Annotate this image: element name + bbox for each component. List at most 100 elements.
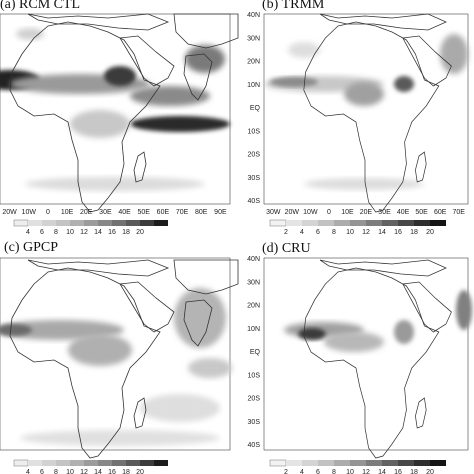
panel-a-x-tick-label: 10W [22,209,37,216]
panel-d-y-tick-label: EQ [250,349,261,356]
panel-c-colorbar-label: 14 [94,469,102,474]
panel-a-x-tick-label: 60E [157,209,170,216]
panel-d-colorbar-label: 8 [332,469,336,474]
panel-d-y-tick-label: 40N [247,256,260,263]
panel-b-colorbar-label: 14 [378,229,386,236]
panel-b-y-tick-label: 40N [247,12,260,19]
panel-d-y-tick-label: 20S [248,396,261,403]
panel-d-y-tick-label: 10S [248,372,261,379]
panel-c-title: (c) GPCP [4,240,59,255]
panel-b-x-tick-label: 10E [341,209,354,216]
panel-a-colorbar-label: 20 [136,229,144,236]
panel-a-x-tick-label: 80E [195,209,208,216]
panel-a-colorbar-label: 14 [94,229,102,236]
panel-b-y-tick-label: 30S [248,175,261,182]
panel-d-colorbar-label: 6 [316,469,320,474]
panel-c-precip-shading [0,288,232,446]
panel-d-colorbar-label: 12 [362,469,370,474]
panel-a-colorbar-label: 18 [122,229,130,236]
panel-d-y-tick-label: 30N [247,279,260,286]
panel-d-title: (d) CRU [262,241,311,256]
panel-a-x-tick-label: 70E [176,209,189,216]
panel-b-colorbar-label: 18 [410,229,418,236]
panel-b-x-axis: 30W 20W 10W 0 10E 20E 30E 40E 50E 60E 70E [266,209,465,216]
panel-d-precip-shading [284,290,472,352]
panel-b-y-tick-label: 20S [248,152,261,159]
panel-a-x-tick-label: 10E [61,209,74,216]
panel-b-x-tick-label: 40E [397,209,410,216]
panel-b-colorbar-label: 20 [426,229,434,236]
panel-b-colorbar-label: 4 [300,229,304,236]
panel-d-colorbar-label: 16 [394,469,402,474]
panel-b-x-tick-label: 60E [434,209,447,216]
panel-a: 20W 10W 0 10E 20E 30E 40E 50E 60E 70E 80E 90E [0,13,239,216]
panel-b-precip-shading [264,34,468,190]
panel-a-precip-shading [0,28,230,191]
panel-a-colorbar-label: 16 [108,229,116,236]
panel-d-colorbar-label: 10 [346,469,354,474]
panel-c [0,257,239,459]
panel-d-colorbar-label: 14 [378,469,386,474]
panel-b-y-tick-label: 30N [247,35,260,42]
panel-a-x-tick-label: 90E [214,209,227,216]
panel-d-colorbar-label: 18 [410,469,418,474]
panel-b-title: (b) TRMM [262,0,325,12]
panel-a-colorbar-label: 4 [26,229,30,236]
panel-c-colorbar-label: 10 [66,469,74,474]
panel-d-y-tick-label: 20N [247,303,260,310]
panel-d-colorbar-label: 20 [426,469,434,474]
panel-c-colorbar-label: 12 [80,469,88,474]
panel-d-y-axis: 40N 30N 20N 10N EQ 10S 20S 30S 40S [247,256,260,449]
panel-b-colorbar-label: 2 [284,229,288,236]
panel-b-x-tick-label: 50E [415,209,428,216]
panel-b-colorbar-label: 6 [316,229,320,236]
panel-b-y-tick-label: 10S [248,128,261,135]
panel-d-y-tick-label: 10N [247,326,260,333]
panel-b: 40N 30N 20N 10N EQ 10S 20S 30S 40S 30W 20W 10W 0 10E… [247,12,469,216]
panel-b-x-tick-label: 30W [266,209,281,216]
panel-b-y-tick-label: 20N [247,59,260,66]
panel-c-colorbar-label: 16 [108,469,116,474]
panel-b-colorbar-label: 8 [332,229,336,236]
panel-a-x-tick-label: 30E [99,209,112,216]
panel-b-x-tick-label: 10W [303,209,318,216]
panel-d-colorbar-label: 2 [284,469,288,474]
panel-d-y-tick-label: 30S [248,419,261,426]
panel-b-x-tick-label: 0 [327,209,331,216]
panel-b-y-tick-label: 10N [247,82,260,89]
panel-b-colorbar-label: 12 [362,229,370,236]
panel-b-colorbar: 2 4 6 8 10 12 14 16 18 20 [269,219,446,236]
panel-b-x-tick-label: 70E [452,209,465,216]
panel-b-x-tick-label: 30E [378,209,391,216]
panel-a-x-tick-label: 20W [2,209,17,216]
panel-c-colorbar-label: 6 [40,469,44,474]
panel-a-colorbar-label: 10 [66,229,74,236]
panel-a-colorbar-label: 6 [40,229,44,236]
panel-d-colorbar-label: 4 [300,469,304,474]
panel-a-x-tick-label: 0 [46,209,50,216]
panel-b-colorbar-label: 10 [346,229,354,236]
panel-a-title: (a) RCM CTL [0,0,81,12]
panel-d: 40N 30N 20N 10N EQ 10S 20S 30S 40S [247,256,472,459]
panel-b-y-axis: 40N 30N 20N 10N EQ 10S 20S 30S 40S [247,12,260,205]
panel-c-colorbar-label: 4 [26,469,30,474]
panel-b-colorbar-label: 16 [394,229,402,236]
panel-b-x-tick-label: 20E [360,209,373,216]
panel-a-colorbar: 4 6 8 10 12 14 16 18 20 [13,219,168,236]
panel-c-colorbar-label: 20 [136,469,144,474]
panel-a-colorbar-label: 12 [80,229,88,236]
panel-b-y-tick-label: 40S [248,198,261,205]
panel-a-x-tick-label: 40E [118,209,131,216]
panel-c-colorbar: 4 6 8 10 12 14 16 18 20 [13,459,168,474]
panel-b-y-tick-label: EQ [250,105,261,112]
panel-d-colorbar: 2 4 6 8 10 12 14 16 18 20 [269,459,446,474]
panel-a-x-tick-label: 50E [138,209,151,216]
panel-a-x-tick-label: 20E [80,209,93,216]
panel-a-colorbar-label: 8 [54,229,58,236]
panel-c-colorbar-label: 18 [122,469,130,474]
panel-c-colorbar-label: 8 [54,469,58,474]
panel-a-x-axis: 20W 10W 0 10E 20E 30E 40E 50E 60E 70E 80E 90E [2,209,227,216]
panel-d-y-tick-label: 40S [248,442,261,449]
panel-b-x-tick-label: 20W [285,209,300,216]
